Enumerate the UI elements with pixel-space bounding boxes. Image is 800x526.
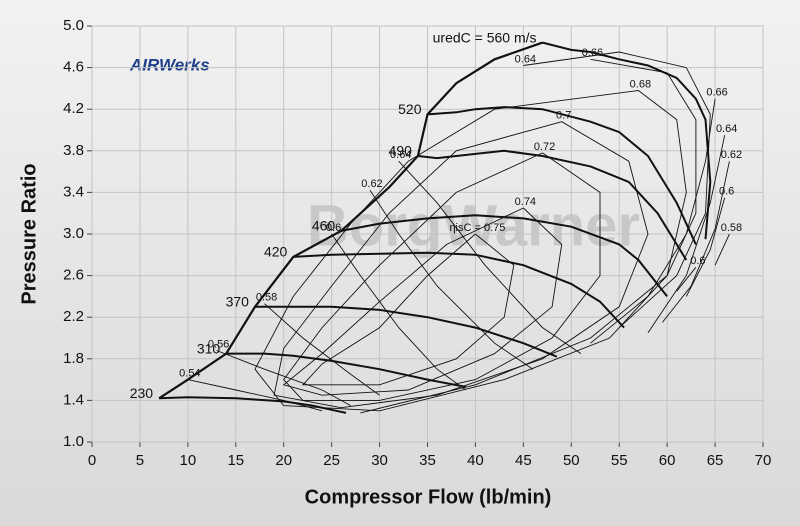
efficiency-label: 0.68	[630, 78, 651, 90]
y-tick-label: 4.2	[63, 100, 84, 117]
x-tick-label: 50	[563, 452, 580, 469]
efficiency-label: 0.6	[326, 222, 341, 234]
y-tick-label: 5.0	[63, 17, 84, 34]
speed-line	[427, 106, 697, 245]
x-tick-label: 55	[611, 452, 628, 469]
y-tick-label: 1.4	[63, 391, 84, 408]
efficiency-label: 0.72	[534, 141, 555, 153]
x-axis-title: Compressor Flow (lb/min)	[305, 486, 552, 508]
speed-line	[226, 352, 466, 388]
efficiency-label: 0.62	[361, 178, 382, 190]
efficiency-contour	[254, 90, 687, 412]
efficiency-contour	[264, 303, 380, 396]
y-tick-label: 3.8	[63, 142, 84, 159]
efficiency-contour	[590, 98, 716, 344]
speed-line	[542, 41, 712, 240]
y-tick-label: 2.6	[63, 267, 84, 284]
efficiency-label: 0.56	[208, 338, 229, 350]
efficiency-contour	[187, 379, 323, 412]
efficiency-label: ηisC = 0.75	[449, 222, 505, 234]
efficiency-label: 0.64	[716, 123, 737, 135]
y-tick-label: 1.0	[63, 433, 84, 450]
efficiency-contour	[273, 121, 649, 409]
efficiency-contour	[282, 207, 563, 396]
speed-label: uredC = 560 m/s	[433, 29, 537, 45]
x-tick-label: 40	[467, 452, 484, 469]
x-tick-label: 15	[227, 452, 244, 469]
y-tick-label: 1.8	[63, 350, 84, 367]
speed-label: 370	[226, 294, 250, 310]
y-tick-label: 2.2	[63, 308, 84, 325]
efficiency-contour	[647, 135, 726, 334]
x-tick-label: 0	[88, 452, 96, 469]
efficiency-label: 0.66	[706, 87, 727, 99]
efficiency-label: 0.58	[256, 292, 277, 304]
speed-label: 420	[264, 244, 288, 260]
efficiency-contour	[216, 350, 352, 406]
efficiency-label: 0.58	[721, 222, 742, 234]
x-tick-label: 10	[180, 452, 197, 469]
efficiency-label: 0.6	[690, 255, 705, 267]
efficiency-label: 0.64	[515, 53, 536, 65]
speed-line	[341, 214, 668, 298]
speed-label: 490	[389, 143, 413, 159]
efficiency-label: 0.54	[179, 368, 200, 380]
x-tick-label: 70	[755, 452, 772, 469]
x-tick-label: 65	[707, 452, 724, 469]
speed-label: 460	[312, 218, 336, 234]
speed-line	[255, 305, 558, 358]
efficiency-label: 0.62	[721, 149, 742, 161]
efficiency-label: 0.64	[390, 149, 411, 161]
x-tick-label: 60	[659, 452, 676, 469]
efficiency-contour	[685, 197, 726, 297]
surge-line	[158, 41, 543, 400]
speed-line	[417, 149, 688, 261]
speed-line	[159, 396, 347, 414]
efficiency-contour	[714, 233, 730, 266]
efficiency-contour	[676, 267, 697, 292]
efficiency-contour	[523, 51, 711, 328]
speed-label: 230	[130, 385, 154, 401]
efficiency-contour	[360, 58, 697, 414]
efficiency-contour	[398, 160, 582, 354]
y-tick-label: 4.6	[63, 59, 84, 76]
speed-label: 310	[197, 340, 221, 356]
x-tick-label: 35	[419, 452, 436, 469]
x-tick-label: 25	[323, 452, 340, 469]
efficiency-label: 0.74	[515, 196, 536, 208]
efficiency-contour	[369, 190, 534, 370]
x-tick-label: 20	[275, 452, 292, 469]
x-tick-label: 30	[371, 452, 388, 469]
efficiency-label: 0.6	[719, 186, 734, 198]
efficiency-contour	[331, 233, 467, 391]
x-tick-label: 5	[136, 452, 144, 469]
speed-line	[293, 251, 625, 329]
efficiency-contour	[662, 161, 730, 323]
logo: AIRWerks	[129, 55, 210, 74]
x-tick-label: 45	[515, 452, 532, 469]
y-tick-label: 3.0	[63, 225, 84, 242]
speed-label: 520	[398, 101, 422, 117]
y-axis-title: Pressure Ratio	[18, 163, 40, 304]
y-tick-label: 3.4	[63, 183, 84, 200]
